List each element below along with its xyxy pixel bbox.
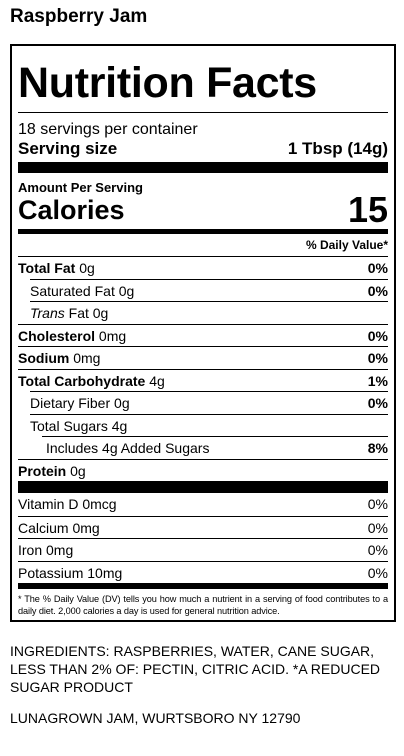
dv-header: % Daily Value*	[305, 238, 388, 252]
nutrient-row: Dietary Fiber 0g 0%	[30, 391, 388, 414]
micronutrient-dv: 0%	[367, 519, 388, 536]
ingredients: INGREDIENTS: RASPBERRIES, WATER, CANE SU…	[10, 643, 381, 695]
nutrient-name: Protein	[18, 462, 67, 479]
nutrient-dv: 0%	[367, 350, 388, 366]
nutrient-row: Cholesterol 0mg 0%	[18, 323, 388, 347]
nutrient-amount: 4g	[149, 372, 165, 389]
nutrient-amount: 0g	[92, 305, 109, 321]
footnote: * The % Daily Value (DV) tells you how m…	[18, 594, 388, 616]
nutrient-dv: 0%	[367, 260, 388, 276]
product-name: Raspberry Jam	[10, 6, 148, 27]
nutrient-dv: 1%	[367, 372, 388, 389]
label-heading: Nutrition Facts	[18, 59, 317, 107]
nutrient-amount: 4g	[111, 417, 128, 434]
micronutrient-name: Calcium 0mg	[18, 519, 100, 536]
nutrient-dv: 8%	[367, 440, 388, 456]
serving-size-label: Serving size	[18, 139, 118, 158]
serving-size-row: Serving size 1 Tbsp (14g)	[18, 139, 388, 159]
micronutrient-dv: 0%	[367, 542, 388, 558]
nutrient-name: Sodium	[18, 350, 70, 366]
nutrient-amount: 0mg	[73, 350, 101, 366]
medium-rule	[18, 583, 388, 589]
nutrient-dv: 0%	[367, 282, 388, 299]
nutrient-amount: 0mg	[98, 327, 127, 344]
nutrient-row: Includes 4g Added Sugars 8%	[42, 436, 388, 459]
nutrient-name: Total Fat	[18, 260, 76, 276]
nutrient-amount: 0g	[118, 282, 135, 299]
nutrient-name: Fat	[68, 305, 89, 321]
thick-rule	[18, 162, 388, 173]
nutrient-dv: 0%	[367, 395, 388, 411]
micronutrient-row: Potassium 10mg 0%	[18, 560, 388, 584]
calories-row: Calories 15	[18, 189, 388, 230]
nutrient-dv: 0%	[367, 327, 388, 344]
nutrient-name: Total Sugars	[30, 417, 108, 434]
micronutrient-name: Vitamin D 0mcg	[18, 496, 117, 512]
nutrient-name: Saturated Fat	[30, 282, 115, 299]
micronutrient-name: Potassium 10mg	[18, 564, 123, 581]
serving-size: 1 Tbsp (14g)	[287, 139, 388, 158]
micronutrient-dv: 0%	[367, 496, 388, 512]
nutrient-name: Cholesterol	[18, 327, 96, 344]
nutrient-row: Total Fat 0g 0%	[18, 256, 388, 279]
nutrient-row: Trans Fat 0g	[30, 301, 388, 324]
nutrient-amount: 0g	[70, 462, 86, 479]
manufacturer: LUNAGROWN JAM, WURTSBORO NY 12790	[10, 710, 301, 726]
nutrient-row: Sodium 0mg 0%	[18, 346, 388, 369]
micronutrients: Vitamin D 0mcg 0% Calcium 0mg 0% Iron 0m…	[18, 493, 388, 583]
nutrient-name: Total Carbohydrate	[18, 372, 146, 389]
nutrient-row: Total Carbohydrate 4g 1%	[18, 368, 388, 392]
nutrient-amount: 0g	[79, 260, 95, 276]
calories: 15	[347, 189, 388, 230]
nutrition-label: Nutrition Facts 18 servings per containe…	[10, 44, 396, 622]
thick-rule	[18, 481, 388, 493]
servings: 18 servings per container	[18, 112, 388, 139]
calories-label: Calories	[18, 195, 125, 225]
micronutrient-name: Iron 0mg	[18, 542, 74, 558]
micronutrient-row: Vitamin D 0mcg 0%	[18, 493, 388, 516]
micronutrient-dv: 0%	[367, 564, 388, 581]
medium-rule	[18, 229, 388, 234]
nutrient-row: Total Sugars 4g	[30, 413, 388, 437]
micronutrient-row: Iron 0mg 0%	[18, 538, 388, 561]
nutrient-row: Saturated Fat 0g 0%	[30, 278, 388, 302]
nutrient-name: Includes 4g Added Sugars	[46, 440, 210, 456]
nutrient-row: Protein 0g	[18, 458, 388, 482]
nutrient-prefix: Trans	[30, 305, 65, 321]
amount-per-serving: Amount Per Serving	[18, 180, 143, 195]
micronutrient-row: Calcium 0mg 0%	[18, 515, 388, 539]
nutrient-amount: 0g	[114, 395, 130, 411]
nutrient-name: Dietary Fiber	[30, 395, 111, 411]
